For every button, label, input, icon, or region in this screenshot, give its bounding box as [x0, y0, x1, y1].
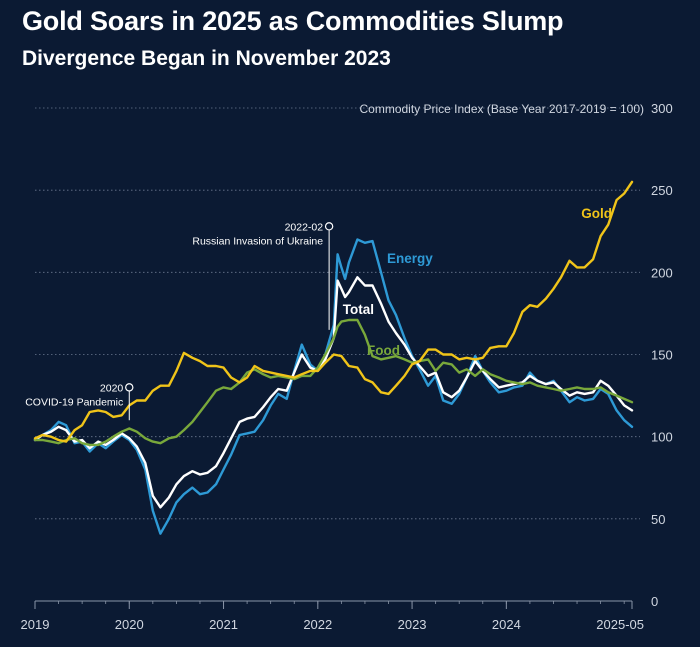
series-label-gold: Gold: [581, 206, 612, 221]
x-tick-label: 2022: [303, 617, 332, 632]
y-tick-label: 50: [651, 512, 665, 527]
series-line-food: [33, 318, 634, 447]
y-tick-label: 300: [651, 101, 673, 116]
x-axis: 0 50 100 150 200 250 300 2019 2020 2021 2022 2023 20…: [21, 101, 673, 632]
series-label-total: Total: [343, 302, 374, 317]
annotation-marker: [125, 383, 134, 392]
grid-layer: [35, 107, 640, 520]
x-tick-label: 2021: [209, 617, 238, 632]
y-tick-label: 150: [651, 348, 673, 363]
y-tick-label: 0: [651, 594, 658, 609]
chart-subtitle: Divergence Began in November 2023: [22, 47, 391, 70]
series-label-energy: Energy: [387, 251, 433, 266]
y-tick-label: 100: [651, 430, 673, 445]
series-layer: Energy Total Food Gold: [33, 180, 634, 535]
series-label-food: Food: [367, 343, 400, 358]
annotation-marker: [324, 222, 334, 231]
y-axis-label: Commodity Price Index (Base Year 2017-20…: [359, 102, 644, 116]
annotation-date: 2022-02: [285, 221, 324, 233]
x-tick-label: 2024: [492, 617, 521, 632]
x-tick-label: 2025-05: [596, 617, 644, 632]
x-tick-label: 2020: [115, 617, 144, 632]
chart-title: Gold Soars in 2025 as Commodities Slump: [22, 6, 564, 36]
y-tick-label: 200: [651, 265, 673, 280]
x-tick-label: 2023: [398, 617, 427, 632]
y-tick-label: 250: [651, 183, 673, 198]
series-line-gold: [33, 180, 634, 443]
series-line-energy: [33, 238, 634, 535]
annotation-layer: 2020 COVID-19 Pandemic 2022-02 Russian Inva…: [25, 221, 334, 421]
annotation-date: 2020: [100, 382, 124, 394]
x-tick-label: 2019: [21, 617, 50, 632]
series-line-total: [33, 276, 634, 509]
annotation-text: COVID-19 Pandemic: [25, 396, 123, 408]
annotation-text: Russian Invasion of Ukraine: [192, 235, 323, 247]
